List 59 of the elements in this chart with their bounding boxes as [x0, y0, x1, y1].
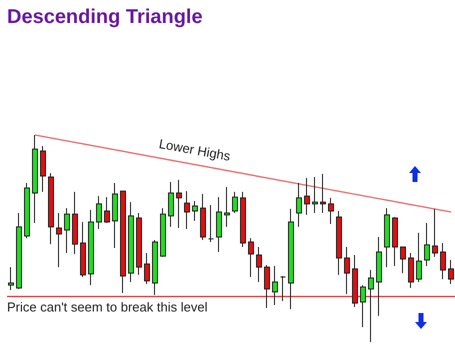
candlestick — [312, 176, 318, 214]
candlestick — [16, 212, 22, 290]
candlestick — [264, 264, 270, 309]
candlestick — [248, 238, 254, 278]
candlestick — [360, 284, 366, 328]
candlestick — [432, 208, 438, 258]
candlestick — [352, 254, 358, 308]
candlestick — [176, 179, 182, 228]
candlestick — [288, 208, 294, 310]
candlestick — [336, 210, 342, 276]
ref-line-label: Price can't seem to break this level — [7, 299, 208, 314]
candlestick — [32, 134, 38, 224]
candlestick — [184, 190, 190, 230]
candlestick — [8, 266, 14, 291]
candlestick — [272, 266, 278, 306]
candlestick — [416, 232, 422, 282]
candlestick — [24, 182, 30, 239]
candlestick — [128, 202, 134, 282]
candlestick — [408, 252, 414, 288]
candlestick — [96, 196, 102, 230]
candlestick — [40, 145, 46, 192]
candlestick — [440, 242, 446, 280]
candlestick — [384, 208, 390, 268]
candlestick — [448, 260, 454, 285]
candlestick — [256, 246, 262, 282]
candlestick — [392, 216, 398, 267]
candlestick — [208, 204, 214, 243]
candlestick — [120, 190, 126, 294]
candlestick — [168, 181, 174, 228]
candlestick — [304, 178, 310, 216]
candlestick — [328, 197, 334, 225]
candlestick — [64, 208, 70, 254]
text: Lower Highs — [158, 136, 232, 164]
candlestick — [232, 191, 238, 214]
candlestick — [112, 182, 118, 249]
candlestick — [200, 193, 206, 240]
candlestick — [48, 172, 54, 245]
candlestick — [400, 246, 406, 274]
candlestick — [56, 212, 62, 268]
candlestick — [320, 173, 326, 214]
candlestick — [160, 208, 166, 258]
candlestick — [368, 269, 374, 342]
candlestick — [72, 191, 78, 255]
candlestick — [280, 275, 286, 302]
candlestick — [240, 191, 246, 248]
candlestick — [224, 186, 230, 228]
candlestick — [136, 212, 142, 276]
candlestick — [80, 221, 86, 278]
candlestick — [104, 196, 110, 224]
candlestick — [344, 246, 350, 294]
candlestick — [216, 196, 222, 252]
candlestick — [376, 236, 382, 316]
candlestick — [192, 200, 198, 222]
candlestick — [144, 252, 150, 285]
candlestick — [152, 239, 158, 296]
candlestick — [424, 222, 430, 267]
candlestick — [296, 182, 302, 228]
candlestick — [88, 209, 94, 286]
chart-title: Descending Triangle — [7, 6, 203, 28]
